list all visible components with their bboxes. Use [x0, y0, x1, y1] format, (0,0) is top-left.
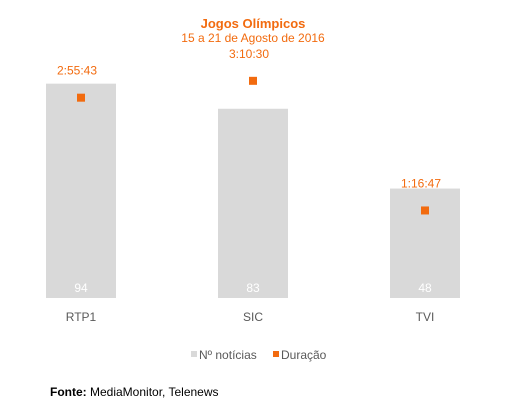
labels-layer: 94 RTP1 2:55:43 83 SIC 3:10:30 48 TVI 1:16:47 — [57, 47, 441, 324]
category-label-sic: SIC — [243, 310, 263, 324]
duration-label-tvi: 1:16:47 — [401, 176, 441, 190]
legend-swatch-noticias — [191, 351, 197, 357]
bar-rtp1 — [46, 83, 116, 299]
legend-label-duracao: Duração — [281, 348, 327, 362]
duration-label-rtp1: 2:55:43 — [57, 64, 97, 78]
bar-value-label-rtp1: 94 — [74, 281, 88, 295]
duration-marker-sic — [249, 76, 257, 85]
duration-marker-rtp1 — [77, 93, 85, 102]
chart-title: Jogos Olímpicos — [201, 16, 306, 31]
source-label: Fonte: — [50, 385, 87, 399]
category-label-tvi: TVI — [416, 310, 435, 324]
legend-swatch-duracao — [273, 351, 279, 357]
markers-layer — [77, 76, 429, 215]
source-text: MediaMonitor, Telenews — [90, 385, 219, 399]
legend-label-noticias: Nº notícias — [199, 348, 257, 362]
category-label-rtp1: RTP1 — [66, 310, 97, 324]
bar-value-label-sic: 83 — [246, 281, 260, 295]
chart-subtitle: 15 a 21 de Agosto de 2016 — [181, 31, 325, 45]
bar-sic — [218, 108, 288, 298]
duration-marker-tvi — [421, 206, 429, 215]
duration-label-sic: 3:10:30 — [229, 47, 269, 61]
legend: Nº notícias Duração — [191, 348, 327, 362]
source-note: Fonte: MediaMonitor, Telenews — [50, 385, 219, 399]
bar-value-label-tvi: 48 — [418, 281, 432, 295]
bars-layer — [46, 83, 460, 299]
